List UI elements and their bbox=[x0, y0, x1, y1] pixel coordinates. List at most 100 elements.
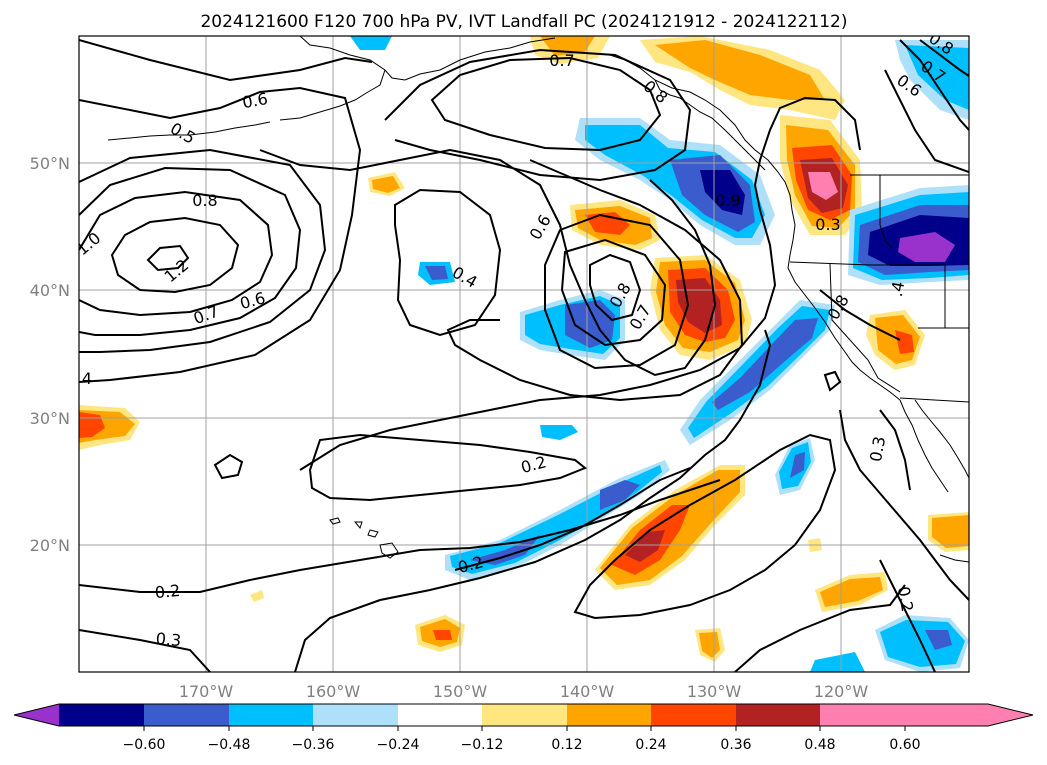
colorbar-segment bbox=[398, 704, 482, 726]
contour-line bbox=[899, 39, 969, 131]
colorbar-segment bbox=[229, 704, 313, 726]
hawaiian-islands bbox=[353, 521, 363, 530]
colorbar-tick-label: 0.36 bbox=[720, 737, 751, 753]
contour-line bbox=[879, 559, 936, 672]
contour-line bbox=[384, 48, 692, 182]
lat-label: 50°N bbox=[30, 154, 70, 173]
lon-label: 130°W bbox=[687, 682, 742, 701]
contour-line bbox=[79, 479, 721, 593]
negative-anomaly-shading bbox=[425, 266, 448, 280]
contour-label: 0.7 bbox=[549, 51, 574, 70]
panhandle-coastline bbox=[609, 54, 793, 211]
lon-label: 160°W bbox=[306, 682, 361, 701]
lon-label: 150°W bbox=[433, 682, 488, 701]
colorbar-ticks bbox=[143, 726, 906, 731]
colorbar-extend-min bbox=[14, 704, 59, 726]
contour-line bbox=[839, 409, 969, 601]
contour-line bbox=[79, 148, 327, 353]
contour-label: .4 bbox=[887, 280, 908, 298]
negative-anomaly-shading bbox=[540, 425, 578, 440]
contour-label: 0.3 bbox=[815, 215, 840, 234]
state-border bbox=[789, 261, 946, 328]
baja-coastline bbox=[899, 399, 949, 493]
negative-anomaly-shading bbox=[600, 480, 640, 510]
state-border bbox=[879, 175, 893, 249]
colorbar-segment bbox=[651, 704, 736, 726]
colorbar-tick-labels: −0.60 −0.48 −0.36 −0.24 −0.12 0.12 0.24 … bbox=[123, 737, 921, 753]
contour-line bbox=[819, 289, 901, 341]
contour-line bbox=[299, 96, 861, 471]
contour-label: 0.2 bbox=[154, 581, 181, 602]
colorbar-tick-label: −0.48 bbox=[208, 737, 251, 753]
contour-line bbox=[454, 467, 691, 571]
contour-label: 0.6 bbox=[241, 89, 269, 112]
alaska-peninsula-coastline bbox=[279, 69, 386, 121]
colorbar-tick-label: 0.60 bbox=[889, 737, 920, 753]
hawaiian-islands bbox=[329, 517, 341, 525]
colorbar-outline bbox=[13, 703, 1034, 727]
colorbar-segment bbox=[736, 704, 820, 726]
contour-line bbox=[79, 86, 362, 383]
contour-line bbox=[589, 253, 642, 322]
contour-line bbox=[394, 188, 502, 337]
positive-anomaly-shading bbox=[250, 590, 264, 602]
negative-anomaly-shading bbox=[700, 170, 745, 215]
colorbar-segment bbox=[144, 704, 229, 726]
positive-anomaly-shading bbox=[932, 515, 969, 548]
positive-anomaly-shading bbox=[625, 530, 665, 562]
negative-anomaly-shading bbox=[925, 630, 952, 650]
contour-line bbox=[294, 329, 772, 672]
colorbar: −0.60 −0.48 −0.36 −0.24 −0.12 0.12 0.24 … bbox=[13, 703, 1034, 753]
contour-line bbox=[560, 238, 667, 347]
figure-title: 2024121600 F120 700 hPa PV, IVT Landfall… bbox=[200, 12, 847, 32]
contour-label: 4 bbox=[82, 369, 92, 388]
negative-anomaly-shading bbox=[350, 36, 392, 50]
colorbar-tick-label: −0.36 bbox=[292, 737, 335, 753]
colorbar-segment bbox=[820, 704, 905, 726]
contour-line bbox=[430, 56, 662, 152]
hawaiian-islands bbox=[367, 529, 379, 538]
positive-anomaly-shading bbox=[655, 40, 825, 100]
latitude-labels: 50°N 40°N 30°N 20°N bbox=[30, 154, 70, 555]
colorbar-tick-label: −0.24 bbox=[377, 737, 420, 753]
contour-line bbox=[544, 213, 690, 370]
lat-label: 30°N bbox=[30, 409, 70, 428]
colorbar-tick-label: 0.12 bbox=[551, 737, 582, 753]
aleutian-islands bbox=[107, 121, 271, 141]
contour-line bbox=[79, 39, 373, 82]
us-mexico-border bbox=[899, 397, 969, 403]
colorbar-tick-label: 0.24 bbox=[635, 737, 666, 753]
colorbar-extend-max bbox=[905, 704, 1033, 726]
lon-label: 170°W bbox=[179, 682, 234, 701]
contour-line bbox=[79, 629, 211, 672]
mexico-coastline bbox=[939, 554, 969, 563]
contour-line bbox=[79, 190, 274, 317]
us-west-coastline bbox=[787, 209, 901, 401]
contour-line bbox=[79, 166, 302, 336]
colorbar-segment bbox=[313, 704, 398, 726]
contour-label: 0.8 bbox=[192, 191, 217, 210]
lon-label: 120°W bbox=[814, 682, 869, 701]
contour-label: 0.3 bbox=[155, 629, 182, 650]
map-layers: 0.7 0.6 0.5 0.8 1.0 1.2 0.8 0.6 0.7 0.6 … bbox=[79, 36, 969, 672]
contour-line bbox=[734, 584, 906, 672]
colorbar-segment bbox=[567, 704, 651, 726]
gulf-of-california-coastline bbox=[914, 399, 969, 479]
contour-line bbox=[110, 216, 240, 294]
pv-contours bbox=[79, 39, 969, 672]
contour-label: 0.2 bbox=[894, 585, 917, 613]
negative-anomaly-shading bbox=[810, 652, 865, 672]
colorbar-segment bbox=[59, 704, 144, 726]
longitude-labels: 170°W 160°W 150°W 140°W 130°W 120°W bbox=[179, 682, 869, 701]
contour-label: 0.3 bbox=[866, 435, 889, 463]
lon-label: 140°W bbox=[560, 682, 615, 701]
state-border bbox=[829, 263, 901, 393]
positive-anomaly-shading bbox=[699, 632, 720, 658]
contour-line bbox=[213, 453, 244, 480]
contour-line bbox=[308, 433, 587, 502]
colorbar-tick-label: −0.12 bbox=[461, 737, 504, 753]
contour-line bbox=[446, 159, 744, 402]
positive-anomaly-shading bbox=[372, 176, 400, 193]
